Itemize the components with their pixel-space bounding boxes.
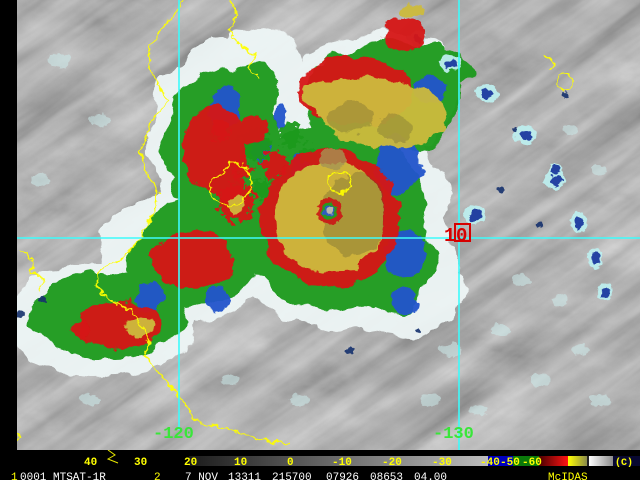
svg-text:-20: -20	[382, 457, 402, 469]
svg-text:2: 2	[154, 472, 161, 480]
svg-text:1: 1	[444, 225, 455, 247]
svg-text:20: 20	[184, 457, 197, 469]
svg-text:215700: 215700	[272, 472, 312, 480]
svg-text:40: 40	[84, 457, 97, 469]
svg-text:-130: -130	[433, 425, 474, 444]
svg-text:0: 0	[287, 457, 294, 469]
svg-text:-40: -40	[480, 457, 500, 469]
svg-text:-30: -30	[432, 457, 452, 469]
svg-text:-60: -60	[522, 457, 542, 469]
svg-text:13311: 13311	[228, 472, 261, 480]
svg-text:04.00: 04.00	[414, 472, 447, 480]
svg-text:08653: 08653	[370, 472, 403, 480]
svg-text:0: 0	[456, 225, 467, 247]
svg-text:30: 30	[134, 457, 147, 469]
svg-text:1: 1	[11, 472, 18, 480]
svg-text:10: 10	[234, 457, 247, 469]
svg-text:7 NOV: 7 NOV	[185, 472, 218, 480]
svg-text:-50: -50	[500, 457, 520, 469]
svg-text:(C): (C)	[615, 457, 633, 469]
svg-text:McIDAS: McIDAS	[548, 472, 588, 480]
svg-text:-120: -120	[153, 425, 194, 444]
svg-text:-10: -10	[332, 457, 352, 469]
svg-text:0001 MTSAT-1R: 0001 MTSAT-1R	[20, 472, 106, 480]
svg-text:07926: 07926	[326, 472, 359, 480]
